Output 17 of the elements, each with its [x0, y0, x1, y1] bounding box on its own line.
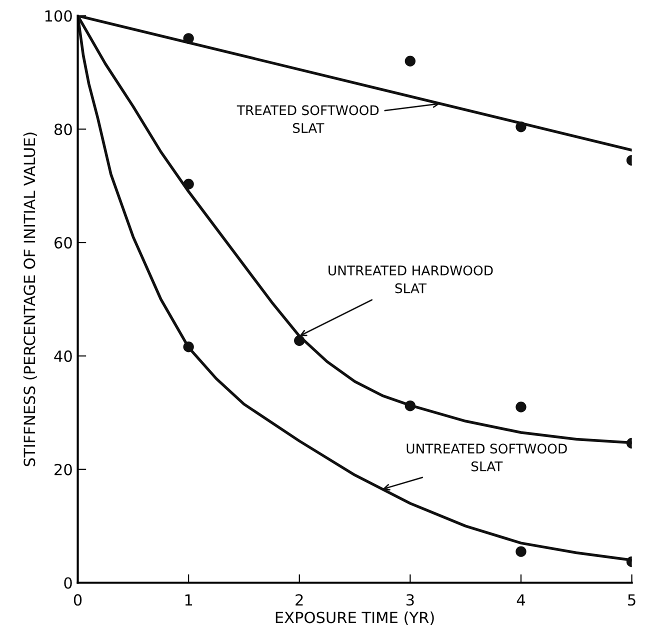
y-tick-label: 60 [54, 237, 72, 249]
y-tick-label: 40 [54, 350, 72, 362]
y-tick-label: 0 [64, 577, 72, 589]
x-tick-label: 1 [185, 594, 192, 606]
x-tick-label: 5 [628, 594, 636, 606]
x-tick-label: 4 [516, 594, 525, 606]
x-tick-label: 2 [296, 594, 303, 606]
annotation: UNTREATED HARDWOOD SLAT [328, 266, 493, 294]
x-tick-label: 0 [74, 594, 82, 606]
y-tick-label: 100 [45, 10, 72, 22]
y-tick-label: 80 [54, 124, 72, 136]
annotation: TREATED SOFTWOOD SLAT [236, 105, 379, 134]
y-axis-title: STIFFNESS (PERCENTAGE OF INITIAL VALUE) [23, 132, 38, 466]
x-axis-title: EXPOSURE TIME (YR) [276, 611, 434, 626]
annotation: UNTREATED SOFTWOOD SLAT [406, 444, 567, 472]
y-tick-label: 20 [54, 464, 72, 476]
x-tick-label: 3 [406, 594, 414, 606]
